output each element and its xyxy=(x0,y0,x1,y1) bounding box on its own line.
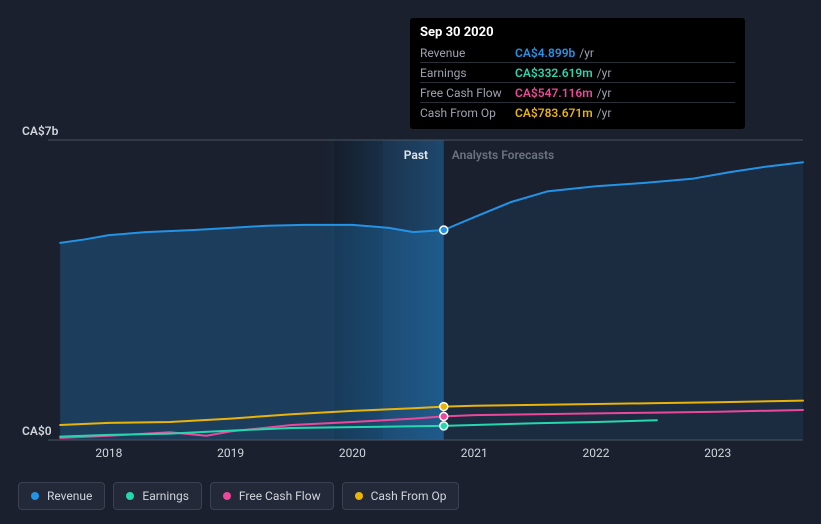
legend-label: Earnings xyxy=(142,489,189,503)
tooltip-row-label: Earnings xyxy=(420,65,515,81)
legend-item-fcf[interactable]: Free Cash Flow xyxy=(210,482,334,510)
x-axis-tick: 2022 xyxy=(582,446,609,460)
legend-dot xyxy=(223,492,231,500)
legend-label: Cash From Op xyxy=(371,489,447,503)
legend-dot xyxy=(355,492,363,500)
legend-item-earnings[interactable]: Earnings xyxy=(113,482,202,510)
tooltip-row-value: CA$4.899b xyxy=(515,45,575,61)
legend-item-cfo[interactable]: Cash From Op xyxy=(342,482,460,510)
legend-dot xyxy=(126,492,134,500)
x-axis-tick: 2023 xyxy=(704,446,731,460)
legend-dot xyxy=(31,492,39,500)
y-axis-label-top: CA$7b xyxy=(22,124,58,138)
tooltip-row: RevenueCA$4.899b/yr xyxy=(420,43,735,62)
tooltip-row-label: Free Cash Flow xyxy=(420,85,515,101)
tooltip-row: Free Cash FlowCA$547.116m/yr xyxy=(420,82,735,102)
tooltip-row-unit: /yr xyxy=(597,65,612,81)
chart-tooltip: Sep 30 2020 RevenueCA$4.899b/yrEarningsC… xyxy=(410,18,745,129)
tooltip-row-label: Cash From Op xyxy=(420,105,515,121)
tooltip-row: Cash From OpCA$783.671m/yr xyxy=(420,102,735,122)
tooltip-title: Sep 30 2020 xyxy=(420,25,735,40)
legend-label: Free Cash Flow xyxy=(239,489,321,503)
x-axis-tick: 2019 xyxy=(217,446,244,460)
x-axis-tick: 2021 xyxy=(461,446,488,460)
tooltip-row-value: CA$783.671m xyxy=(515,105,593,121)
x-axis-tick: 2020 xyxy=(339,446,366,460)
x-axis-tick: 2018 xyxy=(95,446,122,460)
forecast-region-label: Analysts Forecasts xyxy=(452,148,554,162)
past-region-label: Past xyxy=(404,148,428,162)
financials-chart: CA$7b CA$0 2018 2019 2020 2021 2022 2023 Past… xyxy=(0,0,821,524)
tooltip-row: EarningsCA$332.619m/yr xyxy=(420,62,735,82)
legend-item-revenue[interactable]: Revenue xyxy=(18,482,105,510)
tooltip-row-value: CA$332.619m xyxy=(515,65,593,81)
tooltip-row-unit: /yr xyxy=(579,45,594,61)
tooltip-row-value: CA$547.116m xyxy=(515,85,593,101)
tooltip-row-label: Revenue xyxy=(420,45,515,61)
chart-legend: Revenue Earnings Free Cash Flow Cash From O… xyxy=(18,482,459,510)
legend-label: Revenue xyxy=(47,489,92,503)
y-axis-label-bottom: CA$0 xyxy=(22,424,52,438)
tooltip-row-unit: /yr xyxy=(597,85,612,101)
tooltip-row-unit: /yr xyxy=(597,105,612,121)
